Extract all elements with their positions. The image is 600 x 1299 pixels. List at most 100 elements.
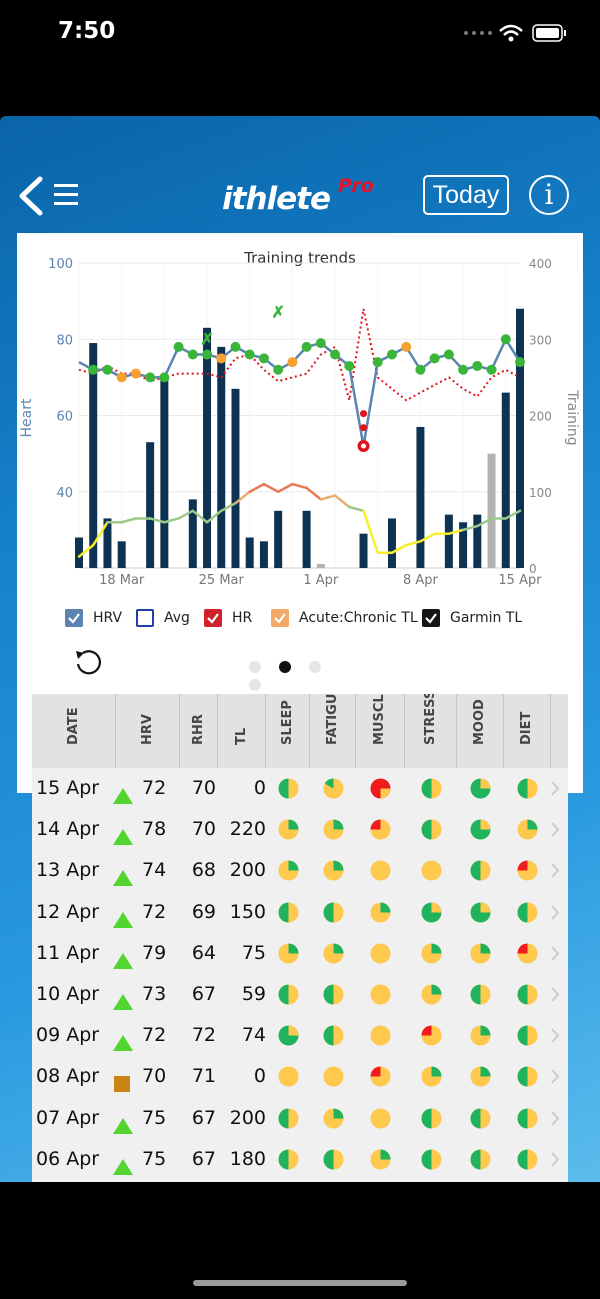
garmin-tl-bar [501,392,510,568]
column-header[interactable]: RHR [180,694,218,768]
page-dot[interactable] [309,661,321,673]
chevron-right-icon[interactable] [550,933,562,974]
acute-chronic-line-segment [120,517,138,524]
x-tick-label: 25 Mar [199,573,245,588]
chevron-right-icon[interactable] [550,768,562,809]
legend-checkbox-icon[interactable] [422,609,440,627]
score-pie-icon [370,778,391,799]
column-header-label: DATE [65,707,81,745]
table-row[interactable]: 12 Apr 72 69 150 [32,891,568,933]
table-row[interactable]: 09 Apr 72 72 74 [32,1015,568,1057]
garmin-tl-bar [459,522,468,568]
row-rhr: 68 [191,859,216,882]
today-button[interactable]: Today [423,175,509,215]
chevron-right-icon[interactable] [550,892,562,933]
garmin-tl-bar [487,453,496,568]
hrv-marker [88,364,99,375]
training-trends-chart[interactable]: Training trends ✗ ✗ 100 80 60 40 400 300 200 100… [17,233,583,683]
row-tl: 200 [229,1106,266,1129]
row-tl: 150 [229,900,266,923]
right-tick-label: 300 [529,333,552,347]
score-pie-icon [278,1149,299,1170]
chevron-right-icon[interactable] [550,1015,562,1056]
left-axis-label: Heart [19,398,35,437]
legend-item[interactable]: Avg [136,609,190,629]
column-header[interactable]: FATIGUE [310,694,356,768]
score-pie-icon [323,819,344,840]
row-date: 09 Apr [36,1024,100,1047]
legend-item[interactable]: HR [204,609,252,629]
legend-checkbox-icon[interactable] [65,609,83,627]
table-row[interactable]: 14 Apr 78 70 220 [32,809,568,851]
home-indicator[interactable] [193,1280,407,1286]
reset-zoom-icon[interactable] [73,647,103,677]
table-row[interactable]: 13 Apr 74 68 200 [32,850,568,892]
row-date: 08 Apr [36,1065,100,1088]
table-row[interactable]: 08 Apr 70 71 0 [32,1056,568,1098]
status-icons [462,22,572,44]
back-chevron-icon[interactable] [14,175,50,217]
score-pie-icon [370,984,391,1005]
column-header[interactable]: DIET [504,694,551,768]
score-pie-icon [517,778,538,799]
column-header[interactable]: DATE [32,694,116,768]
table-row[interactable]: 07 Apr 75 67 200 [32,1097,568,1139]
legend-item[interactable]: Acute:Chronic TL [271,609,418,629]
column-header[interactable]: MOOD [457,694,504,768]
garmin-tl-bar [387,518,396,568]
chevron-right-icon[interactable] [550,1098,562,1139]
acute-chronic-line-segment [319,494,337,501]
table-row[interactable]: 11 Apr 79 64 75 [32,932,568,974]
garmin-tl-bar [117,541,126,568]
hrv-marker [372,357,383,368]
legend-checkbox-icon[interactable] [271,609,289,627]
chevron-right-icon[interactable] [550,809,562,850]
score-pie-icon [421,860,442,881]
legend-item[interactable]: HRV [65,609,122,629]
column-header-label: DIET [519,711,534,745]
hrv-marker [515,357,525,368]
garmin-tl-bar [245,537,254,568]
chevron-right-icon[interactable] [550,1139,562,1180]
legend-label: HR [232,610,253,626]
chevron-right-icon[interactable] [550,1056,562,1097]
row-hrv: 75 [142,1147,167,1170]
column-header[interactable]: TL [218,694,266,768]
page-dot[interactable] [249,661,261,673]
column-header-label: MOOD [472,699,487,745]
trend-up-icon [112,986,133,1010]
page-dot[interactable] [249,679,261,691]
column-header[interactable]: HRV [116,694,180,768]
legend-checkbox-icon[interactable] [136,609,154,627]
score-pie-icon [323,902,344,923]
legend-item[interactable]: Garmin TL [422,609,522,629]
row-rhr: 64 [191,941,216,964]
sick-marker: ✗ [271,305,284,322]
chevron-right-icon[interactable] [550,850,562,891]
row-tl: 200 [229,859,266,882]
table-row[interactable]: 10 Apr 73 67 59 [32,974,568,1015]
table-row[interactable]: 15 Apr 72 70 0 [32,768,568,809]
daily-table[interactable]: DATE HRV RHR TL SLEEP FATIGUE MUSCLE STRESS MOOD… [32,694,568,1182]
chevron-right-icon[interactable] [550,974,562,1015]
acute-chronic-line-segment [348,505,365,513]
garmin-tl-bar [302,510,311,568]
column-header[interactable]: SLEEP [266,694,310,768]
info-icon[interactable]: i [529,175,569,215]
score-pie-icon [517,860,538,881]
score-pie-icon [470,1108,491,1129]
score-pie-icon [278,860,299,881]
column-header[interactable]: STRESS [405,694,457,768]
hrv-marker-dot [361,443,367,449]
column-header[interactable]: MUSCLE [356,694,405,768]
hamburger-menu-icon[interactable] [54,181,78,207]
table-row[interactable]: 06 Apr 75 67 180 [32,1138,568,1180]
page-dot-active[interactable] [279,661,291,673]
row-tl: 220 [229,818,266,841]
score-pie-icon [421,943,442,964]
column-header-label: FATIGUE [324,694,340,745]
page-indicator[interactable] [249,660,359,691]
row-hrv: 70 [142,1065,167,1088]
hrv-marker [145,372,156,383]
legend-checkbox-icon[interactable] [204,609,222,627]
